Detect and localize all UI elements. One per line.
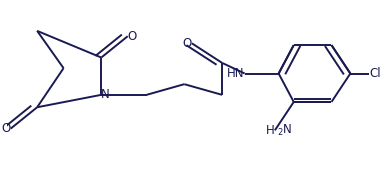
Text: N: N	[101, 88, 110, 101]
Text: O: O	[2, 122, 11, 135]
Text: HN: HN	[227, 67, 245, 80]
Text: O: O	[182, 37, 192, 50]
Text: O: O	[128, 30, 137, 43]
Text: H: H	[266, 124, 275, 137]
Text: Cl: Cl	[369, 67, 381, 80]
Text: $_{2}$N: $_{2}$N	[277, 123, 292, 138]
